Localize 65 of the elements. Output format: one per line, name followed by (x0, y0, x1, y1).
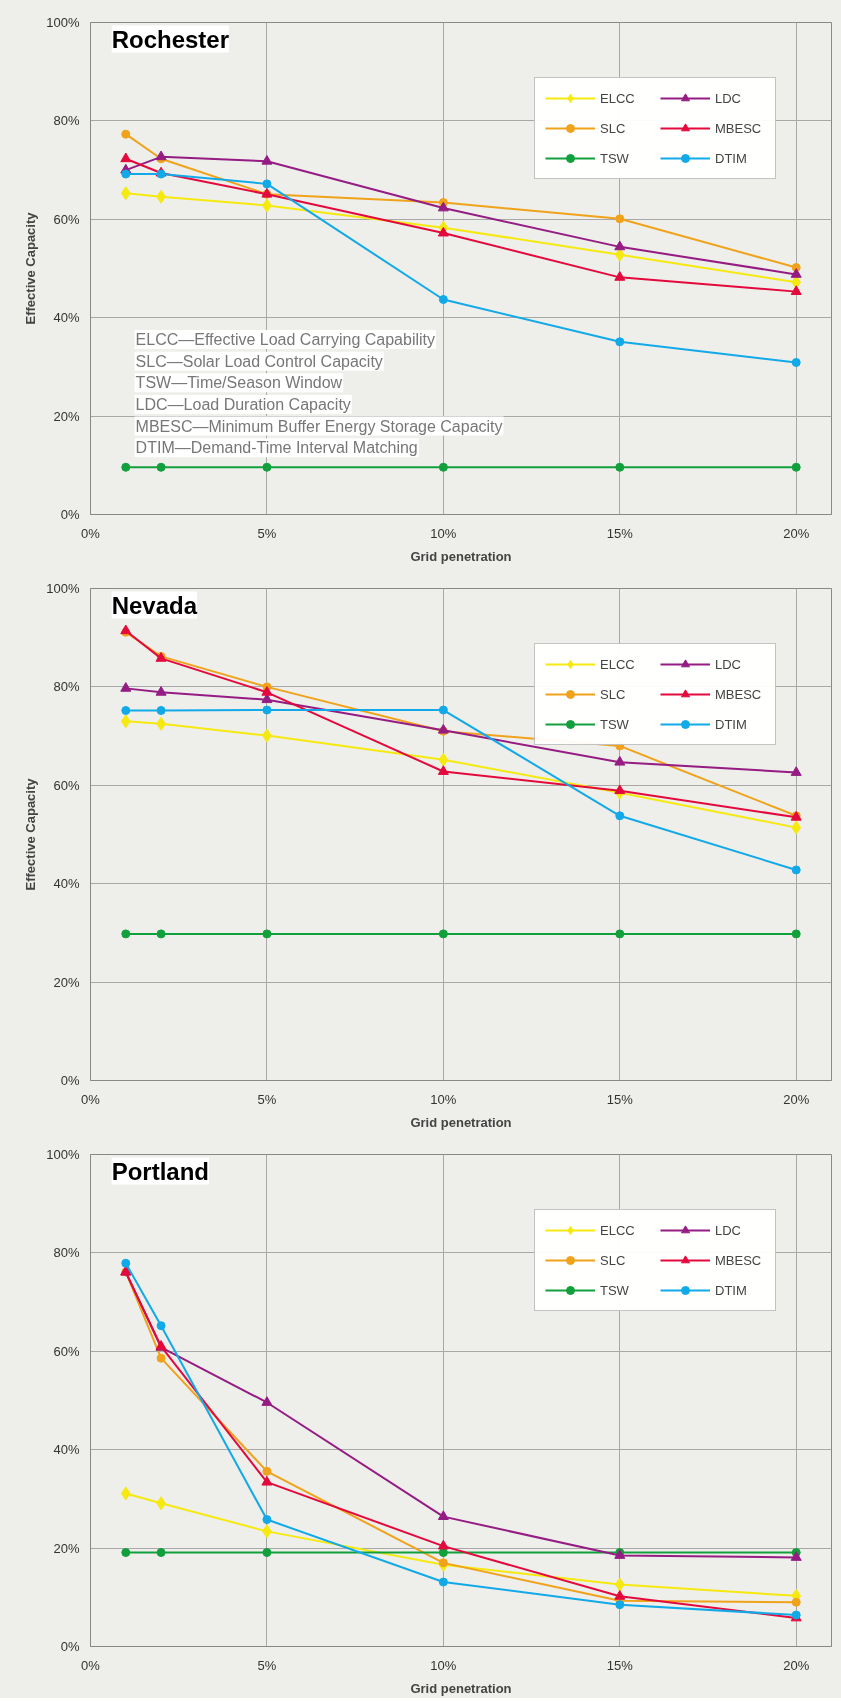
y-tick-label: 20% (53, 974, 80, 990)
y-tick-label: 100% (46, 581, 80, 596)
y-tick-label: 0% (60, 507, 80, 522)
chart-title: Portland (111, 1157, 210, 1185)
annotation: SLC—Solar Load Control Capacity (135, 352, 383, 370)
x-tick-label: 20% (783, 1657, 810, 1673)
y-tick-label: 80% (53, 1245, 80, 1261)
annotation: TSW—Time/Season Window (135, 374, 343, 392)
y-tick-label: 80% (53, 679, 80, 695)
y-axis-title: Effective Capacity (23, 211, 39, 325)
x-tick-label: 0% (81, 525, 101, 541)
x-tick-label: 10% (430, 1091, 457, 1107)
legend-label: LDC (715, 656, 742, 672)
annotation: DTIM—Demand-Time Interval Matching (135, 439, 418, 457)
x-tick-label: 5% (257, 1657, 277, 1673)
legend-label: LDC (715, 90, 742, 106)
y-tick-label: 60% (53, 1343, 80, 1359)
y-tick-label: 100% (46, 1147, 80, 1162)
y-tick-label: 80% (53, 113, 80, 129)
y-tick-label: 0% (60, 1639, 80, 1654)
chart-title: Nevada (111, 591, 198, 619)
x-tick-label: 20% (783, 525, 810, 541)
annotation: ELCC—Effective Load Carrying Capability (135, 331, 436, 348)
legend-label: DTIM (715, 1282, 748, 1298)
x-tick-label: 20% (783, 1091, 810, 1107)
x-axis-title: Grid penetration (410, 548, 512, 564)
legend-label: ELCC (600, 1222, 636, 1238)
y-tick-label: 0% (60, 1073, 80, 1088)
x-axis-title: Grid penetration (410, 1114, 512, 1130)
x-tick-label: 0% (81, 1091, 101, 1107)
legend-label: DTIM (715, 716, 748, 732)
legend-label: TSW (600, 1282, 630, 1298)
x-axis-title: Grid penetration (410, 1680, 512, 1696)
legend-label: SLC (600, 686, 627, 702)
x-tick-label: 10% (430, 525, 457, 541)
y-tick-label: 60% (53, 777, 80, 793)
legend-label: MBESC (715, 686, 763, 702)
legend-label: TSW (600, 150, 630, 166)
legend-label: SLC (600, 120, 627, 136)
legend-label: DTIM (715, 150, 748, 166)
x-tick-label: 15% (606, 1657, 634, 1673)
annotation: LDC—Load Duration Capacity (135, 395, 351, 413)
y-tick-label: 20% (53, 408, 80, 424)
y-tick-label: 40% (53, 1442, 80, 1458)
x-tick-label: 0% (81, 1657, 101, 1673)
y-tick-label: 20% (53, 1540, 80, 1556)
y-tick-label: 40% (53, 310, 80, 326)
y-tick-label: 40% (53, 876, 80, 892)
x-tick-label: 10% (430, 1657, 457, 1673)
y-tick-label: 60% (53, 211, 80, 227)
x-tick-label: 15% (606, 1091, 634, 1107)
x-tick-label: 5% (257, 525, 277, 541)
legend-label: SLC (600, 1252, 627, 1268)
legend-label: ELCC (600, 90, 636, 106)
y-axis-title: Effective Capacity (23, 777, 39, 891)
y-tick-label: 100% (46, 15, 80, 30)
legend-label: TSW (600, 716, 630, 732)
legend-label: ELCC (600, 656, 636, 672)
x-tick-label: 15% (606, 525, 634, 541)
legend-label: MBESC (715, 1252, 763, 1268)
x-tick-label: 5% (257, 1091, 277, 1107)
chart-title: Rochester (111, 25, 230, 53)
annotation: MBESC—Minimum Buffer Energy Storage Capacity (135, 417, 503, 435)
legend-label: MBESC (715, 120, 763, 136)
legend-label: LDC (715, 1222, 742, 1238)
